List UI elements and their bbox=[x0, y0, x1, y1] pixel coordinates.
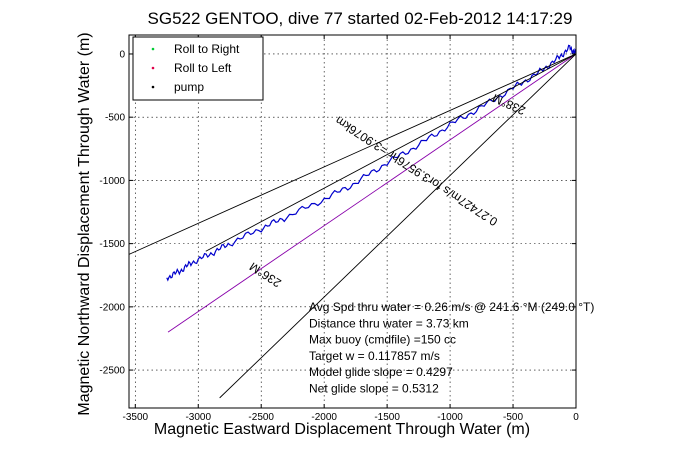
x-tick-label: 0 bbox=[573, 412, 579, 423]
stat-line: Net glide slope = 0.5312 bbox=[309, 382, 439, 396]
x-tick-label: -1000 bbox=[437, 412, 463, 423]
y-tick-label: -1500 bbox=[99, 239, 125, 250]
y-tick-label: -2500 bbox=[99, 366, 125, 377]
chart-title: SG522 GENTOO, dive 77 started 02-Feb-201… bbox=[148, 9, 573, 28]
y-tick-label: -2000 bbox=[99, 302, 125, 313]
x-tick-label: -1500 bbox=[374, 412, 400, 423]
stat-line: Max buoy (cmdfile) =150 cc bbox=[309, 333, 456, 347]
legend-marker bbox=[151, 66, 155, 70]
heading-line-4 bbox=[219, 53, 577, 399]
stats-block: Avg Spd thru water = 0.26 m/s @ 241.6 °M… bbox=[309, 300, 594, 396]
heading-line-3 bbox=[205, 53, 577, 252]
x-axis-label: Magnetic Eastward Displacement Through W… bbox=[154, 421, 530, 438]
stat-line: Distance thru water = 3.73 km bbox=[309, 316, 469, 330]
heading-line-1 bbox=[167, 53, 577, 333]
heading-line-2 bbox=[128, 53, 577, 255]
x-tick-label: -2500 bbox=[248, 412, 274, 423]
legend-entry-label: pump bbox=[174, 80, 204, 94]
legend-box bbox=[132, 36, 264, 101]
ticks: -3500 -3000 -2500 -2000 -1500 -1000 -500 0 0 -500… bbox=[99, 35, 579, 423]
legend-marker bbox=[151, 85, 155, 89]
x-tick-label: -3500 bbox=[123, 412, 149, 423]
series-group bbox=[128, 44, 577, 399]
y-tick-label: -500 bbox=[105, 113, 125, 124]
stat-line: Model glide slope = 0.4297 bbox=[309, 365, 453, 379]
legend: Roll to Right Roll to Left pump bbox=[132, 36, 264, 101]
stat-line: Target w = 0.117857 m/s bbox=[309, 349, 440, 363]
y-axis-label: Magnetic Northward Displacement Through … bbox=[76, 32, 93, 415]
legend-marker bbox=[151, 47, 155, 51]
stat-line: Avg Spd thru water = 0.26 m/s @ 241.6 °M… bbox=[309, 300, 594, 314]
y-tick-label: -1000 bbox=[99, 176, 125, 187]
legend-entry-label: Roll to Right bbox=[174, 42, 240, 56]
plot-frame bbox=[128, 34, 577, 409]
x-tick-label: -3000 bbox=[185, 412, 211, 423]
x-tick-label: -2000 bbox=[311, 412, 337, 423]
y-tick-label: 0 bbox=[119, 49, 125, 60]
legend-entry-label: Roll to Left bbox=[174, 61, 232, 75]
x-tick-label: -500 bbox=[503, 412, 523, 423]
